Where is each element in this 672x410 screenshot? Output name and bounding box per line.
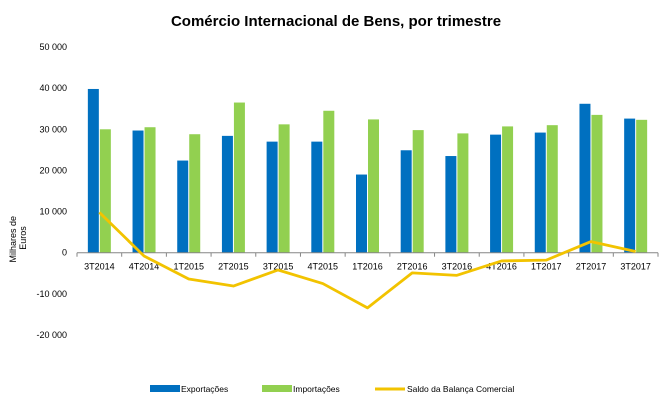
- bar-importacoes: [323, 110, 335, 253]
- bars-group: [76, 88, 659, 257]
- x-tick-label: 1T2015: [173, 262, 204, 272]
- bar-exportacoes: [490, 134, 502, 253]
- y-tick-label: 10 000: [39, 207, 67, 217]
- bar-importacoes: [99, 129, 111, 253]
- bar-exportacoes: [266, 141, 278, 253]
- bar-exportacoes: [400, 150, 412, 253]
- bar-exportacoes: [177, 160, 189, 253]
- x-tick-label: 2T2017: [576, 262, 607, 272]
- x-tick-label: 3T2014: [84, 262, 115, 272]
- legend-label-exportacoes: Exportações: [181, 384, 228, 394]
- x-axis-labels: 3T2014 4T2014 1T2015 2T2015 3T2015 4T2015 1T20…: [84, 262, 651, 272]
- legend-item-saldo: Saldo da Balança Comercial: [375, 384, 514, 394]
- y-axis-ticks: -20 000 -10 000 0 10 000 20 000 30 000 40 000 5…: [36, 42, 67, 340]
- y-tick-label: 20 000: [39, 165, 67, 175]
- legend-label-saldo: Saldo da Balança Comercial: [407, 384, 514, 394]
- bar-importacoes: [546, 125, 558, 253]
- legend-swatch-importacoes: [262, 385, 292, 392]
- y-tick-label: 50 000: [39, 42, 67, 52]
- bar-exportacoes: [311, 141, 323, 253]
- y-tick-label: 40 000: [39, 83, 67, 93]
- bar-exportacoes: [87, 88, 99, 253]
- legend-item-importacoes: Importações: [262, 384, 340, 394]
- x-tick-label: 3T2016: [442, 262, 473, 272]
- x-tick-label: 3T2015: [263, 262, 294, 272]
- bar-importacoes: [189, 134, 201, 253]
- bar-importacoes: [591, 114, 603, 253]
- bar-importacoes: [368, 119, 379, 253]
- bar-importacoes: [412, 130, 424, 253]
- x-tick-label: 4T2015: [308, 262, 339, 272]
- y-axis-label: Milhares de Euros: [8, 213, 28, 262]
- y-tick-label: -20 000: [36, 330, 67, 340]
- chart-title: Comércio Internacional de Bens, por trim…: [171, 13, 501, 30]
- x-tick-label: 4T2014: [129, 262, 160, 272]
- bar-exportacoes: [221, 135, 233, 253]
- bar-exportacoes: [356, 174, 367, 253]
- bar-exportacoes: [445, 156, 457, 253]
- legend-swatch-exportacoes: [150, 385, 180, 392]
- x-tick-label: 3T2017: [620, 262, 651, 272]
- bar-importacoes: [233, 102, 245, 253]
- bar-importacoes: [278, 124, 290, 253]
- series-line-saldo: [98, 211, 636, 310]
- bar-exportacoes: [132, 130, 144, 253]
- bar-exportacoes: [624, 118, 636, 253]
- bar-importacoes: [502, 126, 514, 253]
- bar-exportacoes: [534, 132, 546, 253]
- y-axis-label-line-1: Milhares de: [8, 216, 18, 263]
- x-tick-label: 1T2016: [352, 262, 383, 272]
- bar-importacoes: [636, 119, 648, 253]
- x-tick-label: 2T2015: [218, 262, 249, 272]
- x-tick-label: 1T2017: [531, 262, 562, 272]
- bar-importacoes: [457, 133, 469, 253]
- x-tick-label: 4T2016: [486, 262, 517, 272]
- bar-importacoes: [144, 127, 156, 253]
- legend-label-importacoes: Importações: [293, 384, 340, 394]
- legend-item-exportacoes: Exportações: [150, 384, 228, 394]
- legend: Exportações Importações Saldo da Balança…: [150, 384, 514, 394]
- bar-exportacoes: [579, 103, 591, 253]
- y-tick-label: -10 000: [36, 289, 67, 299]
- y-axis-label-line-2: Euros: [18, 226, 28, 250]
- y-tick-label: 0: [62, 248, 67, 258]
- x-tick-label: 2T2016: [397, 262, 428, 272]
- y-tick-label: 30 000: [39, 124, 67, 134]
